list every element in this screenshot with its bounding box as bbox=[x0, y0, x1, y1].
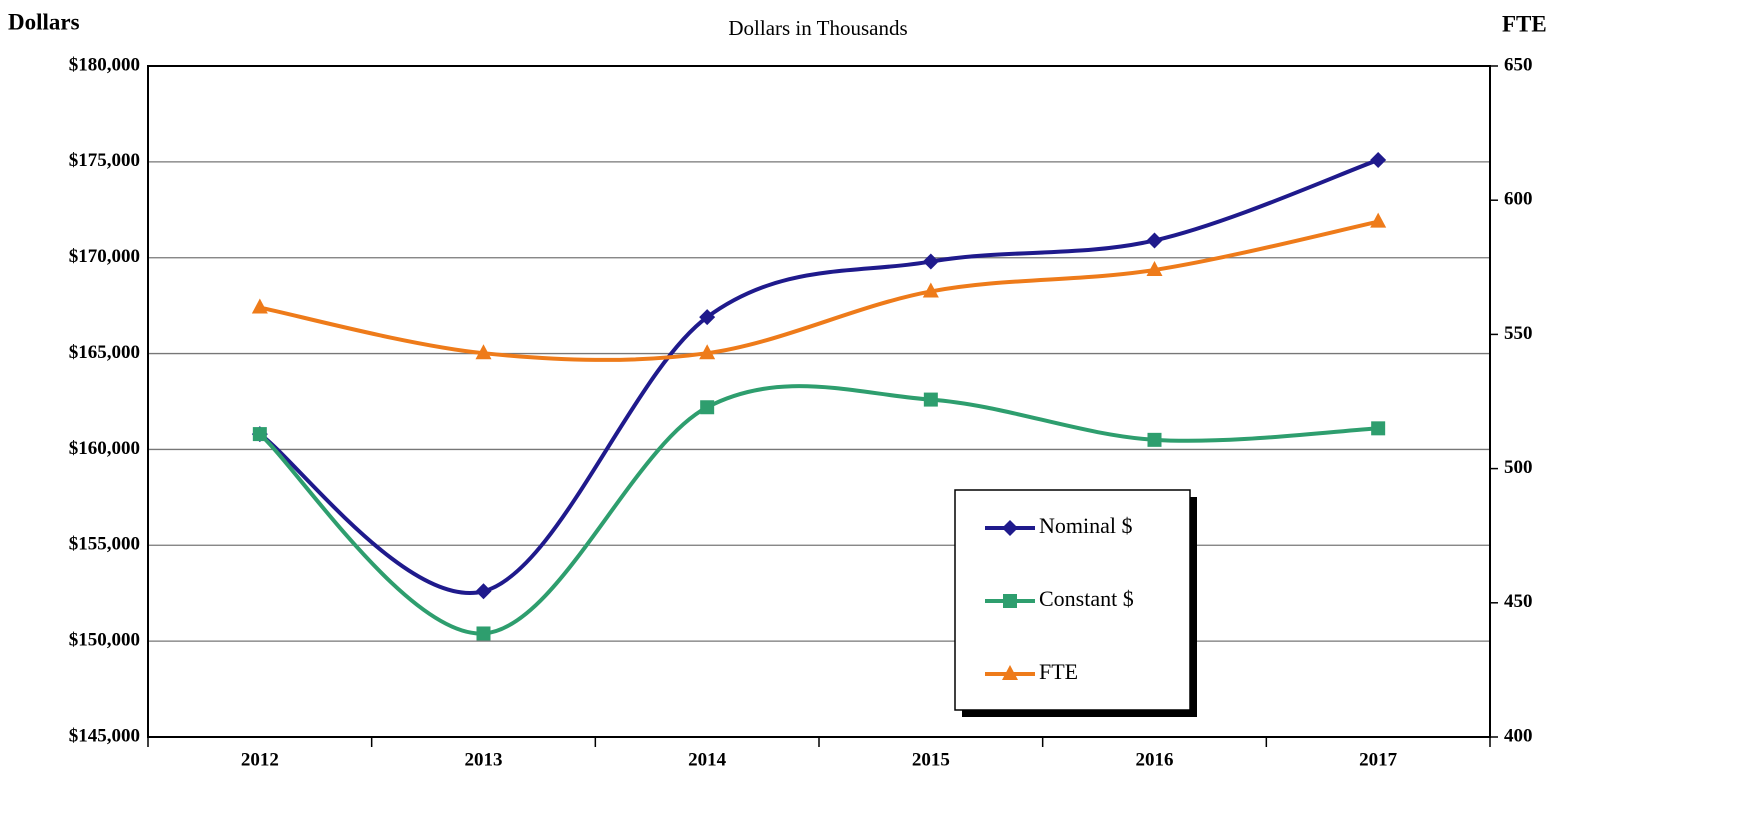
y2-tick-label: 600 bbox=[1504, 189, 1533, 210]
marker bbox=[700, 400, 715, 415]
y2-tick-label: 650 bbox=[1504, 54, 1533, 75]
y-tick-label: $150,000 bbox=[69, 630, 140, 651]
y-tick-label: $165,000 bbox=[69, 342, 140, 363]
x-tick-label: 2017 bbox=[1359, 749, 1398, 770]
x-tick-label: 2015 bbox=[912, 749, 950, 770]
x-tick-label: 2016 bbox=[1136, 749, 1174, 770]
marker bbox=[1002, 665, 1018, 680]
y-tick-label: $160,000 bbox=[69, 438, 140, 459]
marker bbox=[1002, 520, 1018, 536]
marker bbox=[476, 626, 491, 641]
marker bbox=[251, 298, 268, 314]
y2-tick-label: 450 bbox=[1504, 591, 1533, 612]
y-tick-label: $155,000 bbox=[69, 534, 140, 555]
marker bbox=[1146, 232, 1163, 249]
marker bbox=[1147, 432, 1162, 447]
series-line bbox=[258, 158, 1379, 596]
marker bbox=[699, 309, 716, 326]
plot-frame bbox=[147, 65, 1491, 738]
x-tick-label: 2013 bbox=[465, 749, 503, 770]
legend-label: FTE bbox=[1039, 659, 1078, 684]
series-line bbox=[259, 219, 1379, 362]
marker bbox=[923, 392, 938, 407]
x-tick-label: 2012 bbox=[241, 749, 279, 770]
y2-tick-label: 400 bbox=[1504, 725, 1533, 746]
y2-tick-label: 500 bbox=[1504, 457, 1533, 478]
y-tick-label: $175,000 bbox=[69, 150, 140, 171]
marker bbox=[1146, 260, 1163, 276]
legend-label: Nominal $ bbox=[1039, 513, 1133, 538]
marker bbox=[1370, 151, 1387, 168]
marker bbox=[1370, 212, 1387, 228]
chart-subtitle: Dollars in Thousands bbox=[728, 16, 907, 40]
y-tick-label: $180,000 bbox=[69, 54, 140, 75]
legend-label: Constant $ bbox=[1039, 586, 1134, 611]
marker bbox=[922, 253, 939, 270]
marker bbox=[699, 344, 716, 360]
x-tick-label: 2014 bbox=[688, 749, 727, 770]
y-axis-title: Dollars bbox=[8, 9, 80, 34]
series-line bbox=[258, 384, 1379, 636]
marker bbox=[252, 427, 267, 442]
marker bbox=[1371, 421, 1386, 436]
y2-tick-label: 550 bbox=[1504, 323, 1533, 344]
marker bbox=[475, 344, 492, 360]
marker bbox=[922, 282, 939, 298]
y-tick-label: $170,000 bbox=[69, 246, 140, 267]
y2-axis-title: FTE bbox=[1502, 11, 1547, 36]
y-tick-label: $145,000 bbox=[69, 725, 140, 746]
marker bbox=[1003, 594, 1017, 608]
marker bbox=[475, 583, 492, 600]
